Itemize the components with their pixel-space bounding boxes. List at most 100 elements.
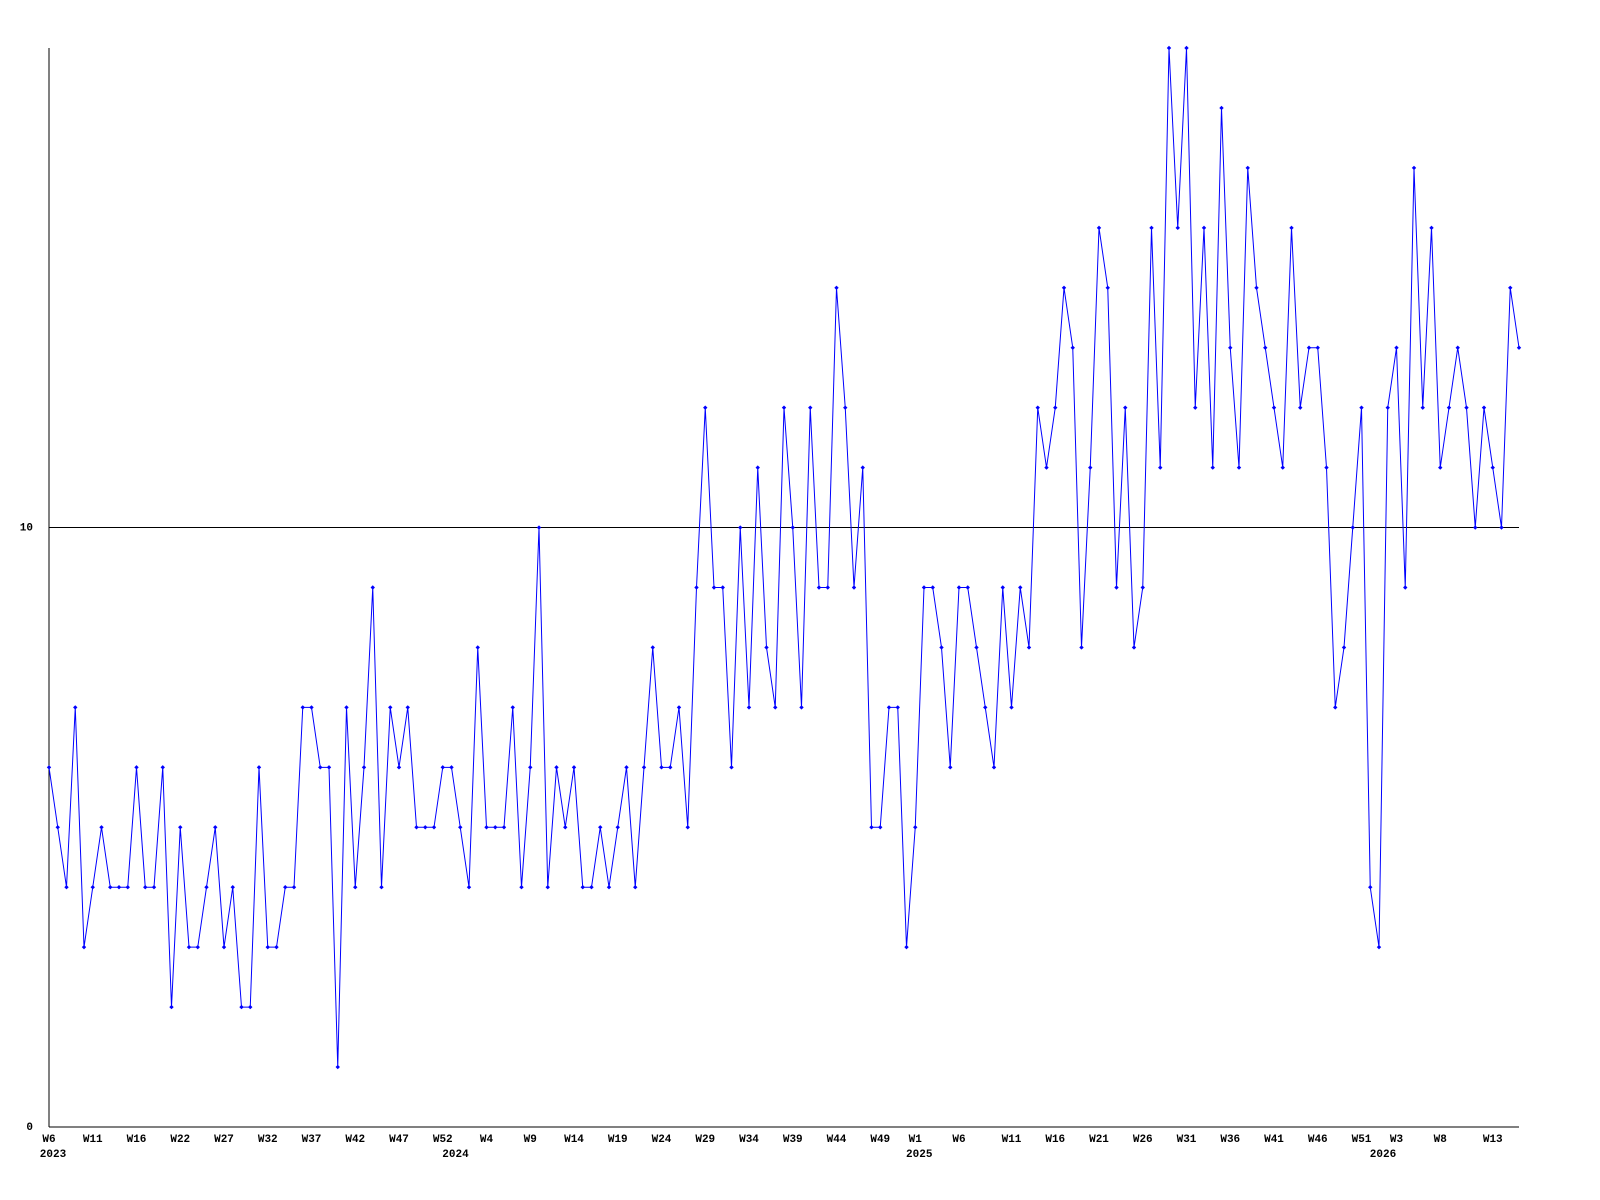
data-point [825,585,830,590]
x-tick-label: W13 [1483,1134,1503,1146]
data-point [1350,525,1355,530]
data-point [606,885,612,890]
data-point [939,645,944,650]
data-point [1175,225,1180,231]
data-point [738,525,743,530]
data-point [1061,285,1067,290]
data-point [1228,345,1233,350]
x-tick-label: W42 [345,1134,365,1146]
data-point [195,944,200,950]
data-point [1271,405,1277,410]
data-point [729,765,734,770]
data-point [1114,585,1119,590]
x-year-label: 2024 [442,1149,469,1161]
data-point [1009,705,1014,710]
data-point [1044,465,1049,470]
x-tick-label: W36 [1220,1134,1240,1146]
data-point [1166,45,1172,51]
data-point [641,765,647,770]
data-point [423,825,428,830]
data-point [265,944,270,950]
data-point [81,944,87,950]
x-tick-label: W19 [608,1134,628,1146]
x-tick-label: W46 [1308,1134,1328,1146]
data-point [703,405,708,410]
x-tick-label: W9 [524,1134,537,1146]
x-tick-label: W1 [909,1134,923,1146]
data-point [1070,345,1075,350]
data-point [1000,585,1005,590]
data-point [204,885,209,890]
x-year-label: 2025 [906,1149,933,1161]
data-point [764,645,769,650]
data-point [396,765,402,770]
data-point [335,1064,340,1070]
data-point [353,885,358,890]
data-point [449,765,454,770]
data-point [178,825,183,830]
data-point [1455,345,1460,350]
data-point [1385,405,1390,410]
data-point [1499,525,1504,530]
data-point [633,885,638,890]
data-point [1333,705,1338,710]
data-point [1394,345,1399,350]
data-point [974,645,979,650]
data-point [1490,465,1495,470]
x-tick-label: W16 [1045,1134,1065,1146]
data-point [956,585,962,590]
data-point [816,585,822,590]
data-point [1280,465,1285,470]
data-point [878,825,883,830]
x-tick-label: W6 [42,1134,55,1146]
data-point [160,765,165,770]
data-point [73,705,78,710]
x-tick-label: W34 [739,1134,759,1146]
data-point [755,465,760,470]
data-point [510,705,515,710]
x-tick-label: W32 [258,1134,278,1146]
data-point [414,825,419,830]
data-point [405,705,410,710]
y-tick-label: 10 [20,522,33,534]
data-point [1018,585,1023,590]
x-tick-label: W51 [1352,1134,1372,1146]
data-point [991,765,997,770]
data-point [563,825,568,830]
data-point [790,525,795,530]
data-point [1473,525,1478,530]
data-point [720,585,725,590]
data-point [1376,944,1382,950]
data-point [1263,345,1268,350]
data-point [676,705,682,710]
data-point [134,765,139,770]
data-point [1219,105,1224,111]
data-point [1245,165,1250,171]
x-tick-label: W6 [952,1134,965,1146]
data-point [344,705,349,710]
data-point [1140,585,1145,590]
data-point [1420,405,1425,410]
data-point [501,825,507,830]
data-point [1508,285,1513,290]
x-tick-label: W16 [127,1134,147,1146]
data-point [125,885,130,890]
data-point [1079,645,1084,650]
data-point [1289,225,1294,231]
data-point [1184,45,1189,51]
data-point [1516,345,1522,350]
x-tick-label: W37 [302,1134,322,1146]
data-point [834,285,839,290]
data-point [808,405,813,410]
x-tick-label: W8 [1434,1134,1448,1146]
data-point [668,765,673,770]
data-point [773,705,778,710]
data-point [1088,465,1093,470]
x-tick-label: W11 [83,1134,103,1146]
data-point [965,585,970,590]
data-point [1446,405,1452,410]
x-year-label: 2023 [40,1149,67,1161]
data-point [143,885,148,890]
